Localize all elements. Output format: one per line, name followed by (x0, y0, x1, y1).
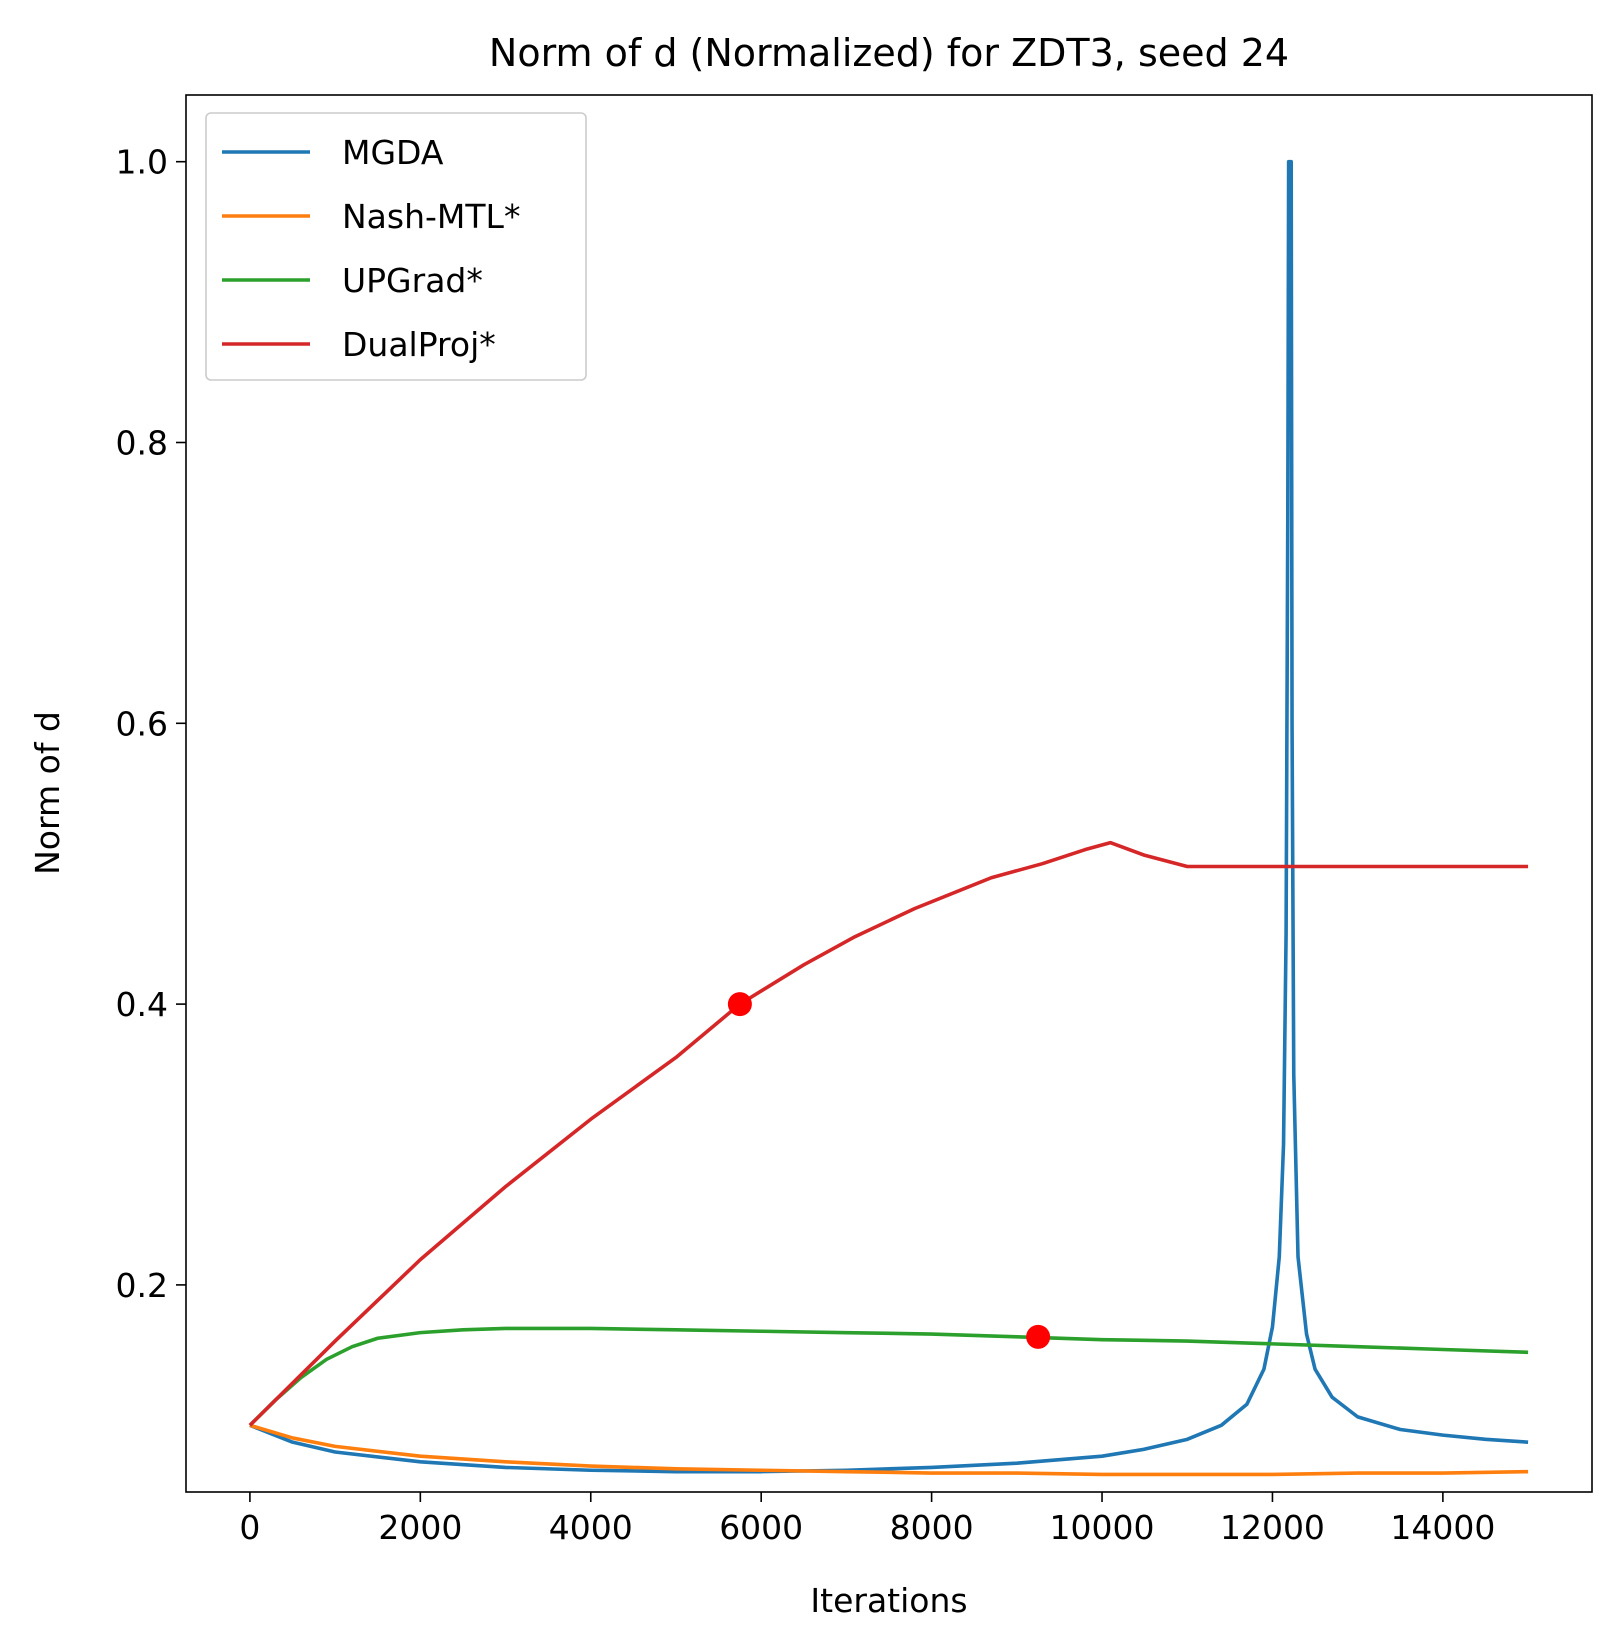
x-tick-label: 4000 (549, 1508, 633, 1547)
x-tick-label: 2000 (378, 1508, 462, 1547)
x-tick-label: 12000 (1220, 1508, 1325, 1547)
y-tick-label: 0.8 (116, 423, 168, 462)
legend-label-nash-mtl: Nash-MTL* (342, 197, 520, 236)
series-line-mgda (249, 159, 1529, 1474)
series-line-nash-mtl (249, 1423, 1529, 1477)
highlight-marker-2 (1026, 1324, 1051, 1349)
y-tick-label: 0.4 (116, 985, 168, 1024)
x-tick-label: 8000 (890, 1508, 974, 1547)
chart-title: Norm of d (Normalized) for ZDT3, seed 24 (489, 31, 1289, 75)
plot-frame (185, 94, 1593, 1493)
x-axis-label: Iterations (810, 1581, 967, 1620)
series-line-dualproj (248, 840, 1529, 1427)
highlight-marker-1 (727, 992, 752, 1017)
y-tick-label: 1.0 (116, 143, 168, 182)
legend-label-upgrad: UPGrad* (342, 261, 483, 300)
y-tick-label: 0.6 (116, 704, 168, 743)
legend-box (205, 112, 587, 381)
y-tick-label: 0.2 (116, 1266, 168, 1305)
y-axis: 0.2 0.4 0.6 0.8 1.0 (116, 143, 186, 1305)
legend: MGDA Nash-MTL* UPGrad* DualProj* (205, 112, 587, 381)
legend-label-mgda: MGDA (342, 133, 444, 172)
x-tick-label: 0 (239, 1508, 260, 1547)
x-tick-label: 6000 (719, 1508, 803, 1547)
series-line-upgrad (248, 1326, 1529, 1427)
y-axis-label: Norm of d (28, 711, 67, 875)
x-tick-label: 14000 (1390, 1508, 1495, 1547)
x-axis: 0 2000 4000 6000 8000 10000 12000 14000 (239, 1492, 1495, 1547)
plot-area (248, 159, 1529, 1477)
x-tick-label: 10000 (1050, 1508, 1155, 1547)
legend-label-dualproj: DualProj* (342, 325, 496, 364)
